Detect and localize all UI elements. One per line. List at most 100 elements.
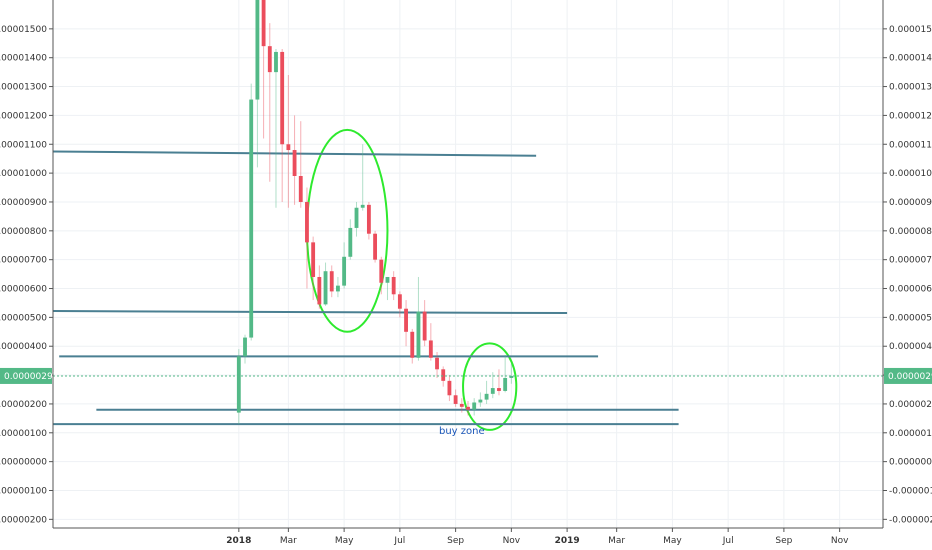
candle-body [360,204,365,208]
price-tag-label: 0.00000297 [888,372,932,382]
horizontal-level-line[interactable] [52,310,568,315]
candle-body [286,144,291,151]
candle-down [286,75,291,208]
candle-down [292,115,297,205]
y-tick-label-right: 0.00001500 [889,25,932,35]
candle-body [397,294,402,309]
candle-body [292,150,297,176]
y-tick-label-right: 0.00000200 [889,400,932,410]
y-tick-label-left: 0.00001300 [0,83,47,93]
y-axis-left[interactable]: 0.00001500 0.00001400 0.00001300 0.00001200… [0,25,53,525]
candle-body [422,311,427,341]
candle-down [366,201,371,240]
y-tick-label-right: -0.00000100 [889,486,932,496]
candle-up [323,262,328,306]
y-tick-label-right: 0.00000400 [889,342,932,352]
candle-down [428,323,433,361]
annotation-label: buy zone [439,426,485,437]
x-tick-label: Mar [280,536,297,546]
price-tag-box [884,367,932,384]
x-tick-label: Sep [447,536,464,546]
candle-body [323,271,328,305]
x-tick-label: Sep [775,536,792,546]
candle-down [410,328,415,364]
y-tick-label-left: 0.00000800 [0,227,47,237]
y-tick-label-right: 0.00001300 [889,83,932,93]
candle-up [360,144,365,211]
candle-down [329,265,334,298]
candle-up [255,0,260,168]
y-tick-label-right: 0.00000700 [889,256,932,266]
y-tick-label-right: 0.00001200 [889,111,932,121]
candle-body [249,99,254,338]
candle-down [305,187,309,289]
y-tick-label-right: 0.00000800 [889,227,932,237]
y-tick-label-right: 0.00000600 [889,285,932,295]
x-tick-label: 2018 [226,536,251,546]
y-tick-label-right: 0.00001400 [889,54,932,64]
y-tick-label-left: 0.00000500 [0,313,47,323]
candle-body [261,0,266,47]
candle-up [348,219,353,260]
y-tick-label-left: 0.00000000 [0,458,47,468]
candle-up [484,380,489,404]
candle-up [478,392,483,407]
x-tick-label: Jul [393,536,405,546]
y-tick-label-right: 0.00000500 [889,313,932,323]
y-tick-label-left: 0.00000200 [0,400,47,410]
candle-down [317,265,322,309]
candle-down [379,256,384,295]
candle-body [311,242,316,277]
candle-body [336,285,340,292]
candle-up [354,201,359,237]
candle-body [428,340,433,358]
candle-body [509,375,514,378]
y-tick-label-left: 0.00001100 [0,140,47,150]
candle-down [373,230,378,263]
candle-body [447,380,452,396]
candle-up [472,398,477,416]
y-tick-label-left: 0.00000600 [0,285,47,295]
candle-up [274,49,278,208]
candle-up [236,349,241,425]
highlight-ellipse [462,342,518,431]
y-tick-label-left: -0.00000200 [0,515,47,525]
candle-body [348,227,353,257]
candle-up [509,363,514,384]
candle-body [466,406,470,410]
y-tick-label-left: 0.00001500 [0,25,47,35]
candle-body [453,395,458,404]
x-tick-label: Nov [831,536,849,546]
x-tick-label: 2019 [555,536,580,546]
x-tick-label: Nov [503,536,521,546]
candle-down [453,389,458,407]
x-axis[interactable]: 2018 Mar May Jul Sep Nov 2019 Mar May Jul Sep Nov [226,528,849,546]
candle-body [385,276,390,283]
candle-body [373,233,378,260]
candle-up [490,372,495,399]
candle-down [391,271,396,301]
price-tag-left: 0.00000297 [0,367,58,384]
candle-body [441,369,446,381]
candle-body [267,46,272,73]
candle-down [298,121,303,208]
y-tick-label-left: 0.00001200 [0,111,47,121]
candle-up [416,276,421,361]
candle-body [317,276,322,305]
y-tick-label-left: 0.00000700 [0,256,47,266]
candle-up [243,334,247,364]
candle-body [280,51,285,145]
x-tick-label: May [335,536,354,546]
y-tick-label-right: 0.00000100 [889,429,932,439]
candle-up [385,276,390,301]
candle-body [274,51,278,73]
y-tick-label-left: 0.00000900 [0,198,47,208]
y-tick-label-left: 0.00001000 [0,169,47,179]
candle-body [459,403,464,407]
y-tick-label-right: 0.00001000 [889,169,932,179]
candle-body [342,256,347,286]
candle-body [472,402,477,410]
candle-body [497,388,501,391]
